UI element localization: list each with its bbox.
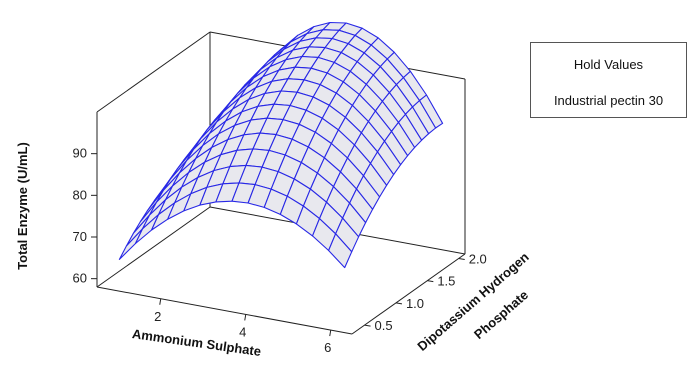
x-tick-mark bbox=[244, 314, 247, 321]
x-tick-label: 4 bbox=[239, 324, 246, 339]
y-tick-mark bbox=[458, 257, 465, 260]
x-tick-label: 2 bbox=[154, 309, 161, 324]
y-tick-mark bbox=[364, 324, 371, 327]
surface-patch bbox=[328, 233, 353, 269]
z-axis: 60 70 80 90 bbox=[73, 146, 97, 286]
surface-patch bbox=[118, 228, 144, 260]
z-tick-label: 90 bbox=[73, 146, 87, 161]
response-surface bbox=[118, 21, 444, 269]
z-tick-label: 60 bbox=[73, 271, 87, 286]
y-tick-label: 2.0 bbox=[469, 251, 487, 266]
box-edge bbox=[96, 31, 211, 113]
y-tick-mark bbox=[395, 302, 403, 305]
x-tick-mark bbox=[329, 330, 332, 337]
x-tick-label: 6 bbox=[324, 340, 331, 355]
y-axis: 0.5 1.0 1.5 2.0 bbox=[364, 251, 487, 333]
box-edge bbox=[351, 253, 466, 335]
hold-values-box: Hold Values Industrial pectin 30 bbox=[530, 42, 687, 118]
box-edge bbox=[96, 286, 353, 335]
x-tick-mark bbox=[159, 298, 162, 305]
y-tick-label: 1.0 bbox=[406, 296, 424, 311]
x-axis: 2 4 6 bbox=[154, 298, 332, 355]
y-tick-label: 1.5 bbox=[437, 274, 455, 289]
z-tick-label: 80 bbox=[73, 187, 87, 202]
hold-values-line: Industrial pectin 30 bbox=[553, 93, 664, 108]
box-edge bbox=[96, 206, 211, 288]
z-tick-label: 70 bbox=[73, 229, 87, 244]
y-tick-label: 0.5 bbox=[375, 318, 393, 333]
y-tick-mark bbox=[427, 280, 434, 283]
hold-values-title: Hold Values bbox=[573, 57, 644, 72]
z-axis-title: Total Enzyme (U/mL) bbox=[15, 142, 30, 270]
